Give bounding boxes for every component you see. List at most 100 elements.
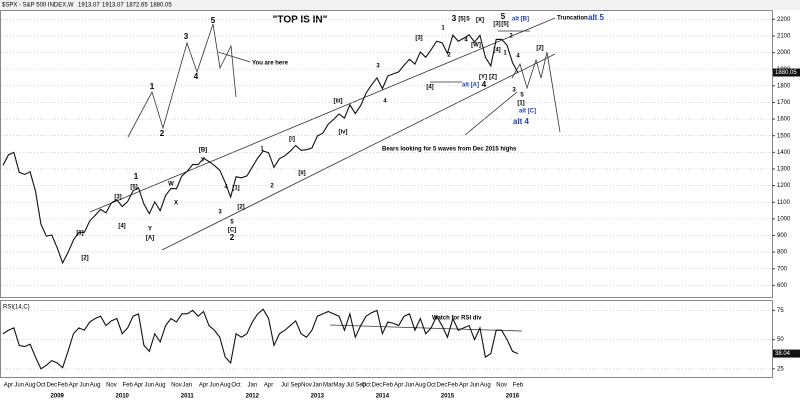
y-tick-label: 75 (777, 308, 784, 314)
y-tick-label: 2000 (777, 50, 791, 56)
x-tick-label: Nov (301, 383, 312, 389)
x-tick-label: Feb (513, 383, 524, 389)
annotation: 5 (501, 12, 506, 21)
annotation: [Z] (489, 75, 497, 81)
annotation: Bears looking for 5 waves from Dec 2015 … (382, 147, 517, 153)
ohlc-high: 1913.07 (102, 3, 124, 9)
y-tick-label: 1100 (777, 200, 791, 206)
annotation: 4 (224, 185, 228, 191)
x-tick-label: Jun (14, 383, 24, 389)
annotation: 4 (516, 54, 520, 60)
year-label: 2011 (181, 394, 195, 400)
x-tick-label: Jan (182, 383, 192, 389)
annotation: [1] (76, 231, 83, 237)
x-tick-label: Oct (231, 383, 241, 389)
x-tick-label: Apr (394, 383, 403, 389)
annotation: 3 (452, 14, 457, 23)
annotation: X (174, 201, 178, 207)
annotation: [3] (114, 195, 121, 201)
x-tick-label: Feb (57, 383, 68, 389)
x-tick-label: Feb (448, 383, 459, 389)
annotation: [2] (237, 205, 244, 211)
x-tick-label: Oct (36, 383, 46, 389)
x-tick-label: Jun (470, 383, 480, 389)
year-label: 2012 (246, 394, 260, 400)
annotation: 3 (218, 210, 222, 216)
x-tick-label: Oct (361, 383, 371, 389)
x-tick-label: Apr (199, 383, 208, 389)
x-tick-label: Oct (427, 383, 437, 389)
annotation: [2] (81, 256, 88, 262)
annotation: [3] (415, 36, 422, 42)
y-tick-label: 1000 (777, 216, 791, 222)
y-tick-label: 1500 (777, 133, 791, 139)
x-tick-label: Jul (346, 383, 354, 389)
year-label: 2016 (506, 394, 520, 400)
annotation: [5] (501, 22, 508, 28)
series-line (2, 308, 519, 370)
annotation: [iv] (339, 130, 348, 136)
annotation: 5 (466, 17, 470, 23)
drawings (89, 17, 561, 332)
y-tick-label: 1700 (777, 100, 791, 106)
x-tick-label: Jun (405, 383, 415, 389)
annotation: [4] (118, 224, 125, 230)
rsi-title: RSI(14,C) (3, 305, 30, 311)
x-tick-label: Jan (247, 383, 257, 389)
y-tick-label: 2100 (777, 34, 791, 40)
x-tick-label: Aug (155, 383, 166, 389)
annotation: alt [B] (512, 17, 529, 23)
annotation: 4 (383, 99, 387, 105)
annotation: 4 (194, 72, 199, 81)
annotation: 1 (260, 147, 264, 153)
year-label: 2015 (441, 394, 455, 400)
symbol: $SPX - S&P 500 INDEX,W (2, 3, 74, 9)
rsi-panel (0, 300, 773, 378)
y-tick-label: 800 (777, 250, 788, 256)
x-tick-label: Jun (79, 383, 89, 389)
x-tick-label: Apr (134, 383, 143, 389)
x-tick-label: Aug (90, 383, 101, 389)
annotation: W (168, 182, 174, 188)
annotation: 4 (482, 80, 487, 89)
annotation: 3 (512, 88, 516, 94)
x-tick-label: Aug (415, 383, 426, 389)
annotation: You are here (252, 61, 289, 67)
x-tick-label: Feb (383, 383, 394, 389)
y-tick-label: 1200 (777, 183, 791, 189)
annotation: 5 (230, 220, 234, 226)
x-tick-label: Jun (144, 383, 154, 389)
annotation: [B] (199, 148, 207, 154)
y-tick-label: 900 (777, 233, 788, 239)
y-tick-label: 1600 (777, 117, 791, 123)
annotation: [2] (536, 46, 543, 52)
annotation: [5] (458, 17, 465, 23)
annotation: 2 (160, 129, 165, 138)
header-bar (0, 0, 800, 10)
annotation: 4 (464, 38, 468, 44)
annotation: [1] (232, 186, 239, 192)
ohlc-close: 1880.05 (150, 3, 172, 9)
year-label: 2014 (376, 394, 390, 400)
annotation: 3 (376, 64, 380, 70)
x-tick-label: Sep (290, 383, 301, 389)
last-value-label: 38.04 (775, 351, 791, 357)
x-tick-label: Aug (220, 383, 231, 389)
annotation: 2 (509, 34, 513, 40)
annotation: Y (148, 227, 152, 233)
annotation: Y (201, 158, 205, 164)
y-tick-label: 2200 (777, 17, 791, 23)
annotation: alt 5 (588, 13, 605, 22)
y-tick-label: 600 (777, 283, 788, 289)
x-tick-label: Aug (480, 383, 491, 389)
annotation: 1 (503, 51, 507, 57)
annotation: [W] (471, 43, 481, 49)
y-tick-label: 50 (777, 337, 784, 343)
annotation: [Y] (479, 75, 487, 81)
x-tick-label: Dec (372, 383, 383, 389)
y-tick-label: 1300 (777, 167, 791, 173)
annotation: [5] (130, 185, 137, 191)
annotation: [1] (517, 101, 524, 107)
annotation: [4] (493, 48, 500, 54)
